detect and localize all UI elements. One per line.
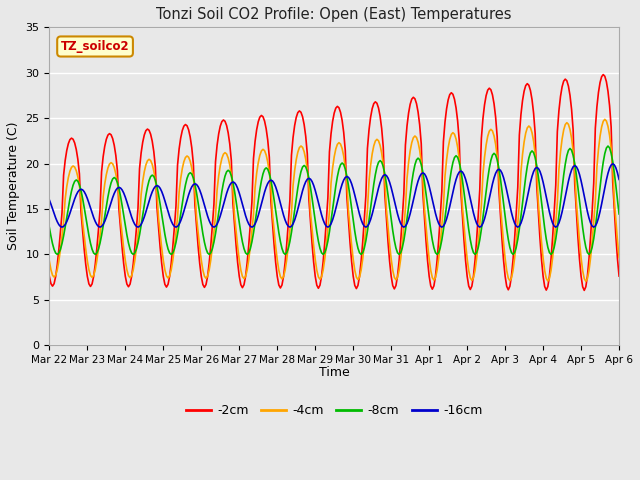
-16cm bbox=[61, 222, 69, 228]
-4cm bbox=[152, 178, 159, 183]
Title: Tonzi Soil CO2 Profile: Open (East) Temperatures: Tonzi Soil CO2 Profile: Open (East) Temp… bbox=[156, 7, 512, 22]
-8cm bbox=[547, 252, 555, 257]
Line: -4cm: -4cm bbox=[49, 120, 619, 281]
-2cm bbox=[370, 101, 378, 107]
-2cm bbox=[401, 142, 409, 148]
-2cm bbox=[600, 72, 607, 77]
-16cm bbox=[152, 183, 159, 189]
Y-axis label: Soil Temperature (C): Soil Temperature (C) bbox=[7, 122, 20, 251]
-2cm bbox=[45, 274, 53, 279]
-2cm bbox=[61, 157, 69, 163]
-8cm bbox=[371, 172, 379, 178]
-8cm bbox=[615, 211, 623, 217]
Line: -16cm: -16cm bbox=[49, 164, 619, 227]
-16cm bbox=[609, 161, 616, 167]
-4cm bbox=[370, 143, 378, 149]
-4cm bbox=[401, 205, 409, 211]
-8cm bbox=[390, 238, 398, 243]
-8cm bbox=[403, 216, 411, 222]
-4cm bbox=[582, 278, 589, 284]
X-axis label: Time: Time bbox=[319, 366, 349, 379]
-2cm bbox=[545, 273, 553, 279]
-2cm bbox=[580, 288, 588, 293]
Line: -8cm: -8cm bbox=[49, 146, 619, 254]
-8cm bbox=[604, 143, 612, 149]
-8cm bbox=[153, 183, 161, 189]
-2cm bbox=[389, 283, 397, 288]
Legend: -2cm, -4cm, -8cm, -16cm: -2cm, -4cm, -8cm, -16cm bbox=[181, 399, 488, 422]
Line: -2cm: -2cm bbox=[49, 74, 619, 290]
-4cm bbox=[389, 267, 397, 273]
-16cm bbox=[615, 177, 623, 182]
-8cm bbox=[53, 252, 61, 257]
-16cm bbox=[438, 224, 445, 230]
-2cm bbox=[152, 164, 159, 170]
-4cm bbox=[601, 117, 609, 122]
-4cm bbox=[545, 276, 553, 281]
-8cm bbox=[45, 225, 53, 230]
-4cm bbox=[61, 196, 69, 202]
-2cm bbox=[615, 273, 623, 279]
-16cm bbox=[401, 223, 409, 229]
-16cm bbox=[370, 205, 378, 211]
-8cm bbox=[63, 215, 70, 220]
-4cm bbox=[615, 255, 623, 261]
Text: TZ_soilco2: TZ_soilco2 bbox=[61, 40, 129, 53]
-16cm bbox=[547, 216, 555, 221]
-16cm bbox=[389, 191, 397, 197]
-16cm bbox=[45, 197, 53, 203]
-4cm bbox=[45, 258, 53, 264]
